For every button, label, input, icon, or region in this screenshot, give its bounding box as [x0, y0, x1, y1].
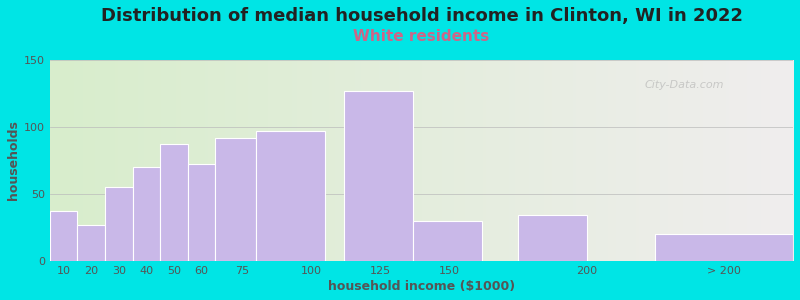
- X-axis label: household income ($1000): household income ($1000): [328, 280, 515, 293]
- Bar: [215, 138, 256, 261]
- Bar: [655, 234, 793, 261]
- Bar: [105, 187, 133, 261]
- Bar: [518, 215, 586, 261]
- Title: Distribution of median household income in Clinton, WI in 2022: Distribution of median household income …: [101, 7, 742, 25]
- Text: City-Data.com: City-Data.com: [645, 80, 724, 90]
- Bar: [133, 167, 160, 261]
- Bar: [78, 225, 105, 261]
- Bar: [345, 91, 414, 261]
- Bar: [50, 212, 78, 261]
- Bar: [414, 221, 482, 261]
- Bar: [187, 164, 215, 261]
- Y-axis label: households: households: [7, 121, 20, 200]
- Bar: [160, 144, 187, 261]
- Text: White residents: White residents: [354, 29, 490, 44]
- Bar: [256, 131, 325, 261]
